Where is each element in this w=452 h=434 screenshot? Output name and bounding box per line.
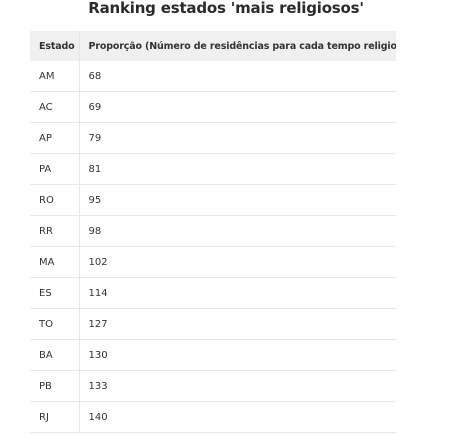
cell-estado: TO (30, 308, 79, 340)
table-row: MA 102 (30, 246, 396, 278)
page-title: Ranking estados 'mais religiosos' (88, 0, 364, 16)
table-header-row: Estado Proporção (Número de residências … (30, 31, 396, 61)
cell-proporcao: 102 (78, 246, 396, 278)
cell-proporcao: 79 (78, 122, 396, 154)
ranking-table: Estado Proporção (Número de residências … (30, 31, 396, 433)
cell-proporcao: 130 (78, 339, 396, 371)
cell-estado: RJ (30, 401, 79, 433)
cell-proporcao: 68 (78, 61, 396, 92)
table-row: TO 127 (30, 308, 396, 340)
cell-estado: PB (30, 370, 79, 402)
cell-proporcao: 98 (78, 215, 396, 247)
cell-proporcao: 133 (78, 370, 396, 402)
cell-proporcao: 140 (78, 401, 396, 433)
table-row: RJ 140 (30, 401, 396, 433)
table-row: AM 68 (30, 61, 396, 92)
table-row: RR 98 (30, 215, 396, 247)
cell-proporcao: 127 (78, 308, 396, 340)
table-row: PA 81 (30, 153, 396, 185)
cell-proporcao: 114 (78, 277, 396, 309)
table-header: Estado Proporção (Número de residências … (30, 31, 396, 61)
cell-estado: ES (30, 277, 79, 309)
cell-estado: RR (30, 215, 79, 247)
cell-estado: RO (30, 184, 79, 216)
column-header-estado: Estado (30, 31, 79, 61)
cell-estado: MA (30, 246, 79, 278)
table-row: RO 95 (30, 184, 396, 216)
table-body: AM 68 AC 69 AP 79 PA 81 RO 95 RR 98 MA 1… (30, 61, 396, 433)
cell-proporcao: 95 (78, 184, 396, 216)
table-row: BA 130 (30, 339, 396, 371)
column-header-proporcao: Proporção (Número de residências para ca… (78, 31, 396, 61)
cell-estado: AM (30, 61, 79, 92)
cell-proporcao: 69 (78, 91, 396, 123)
cell-proporcao: 81 (78, 153, 396, 185)
cell-estado: AP (30, 122, 79, 154)
table-row: AP 79 (30, 122, 396, 154)
table-row: ES 114 (30, 277, 396, 309)
table-row: PB 133 (30, 370, 396, 402)
cell-estado: PA (30, 153, 79, 185)
cell-estado: BA (30, 339, 79, 371)
table-row: AC 69 (30, 91, 396, 123)
cell-estado: AC (30, 91, 79, 123)
